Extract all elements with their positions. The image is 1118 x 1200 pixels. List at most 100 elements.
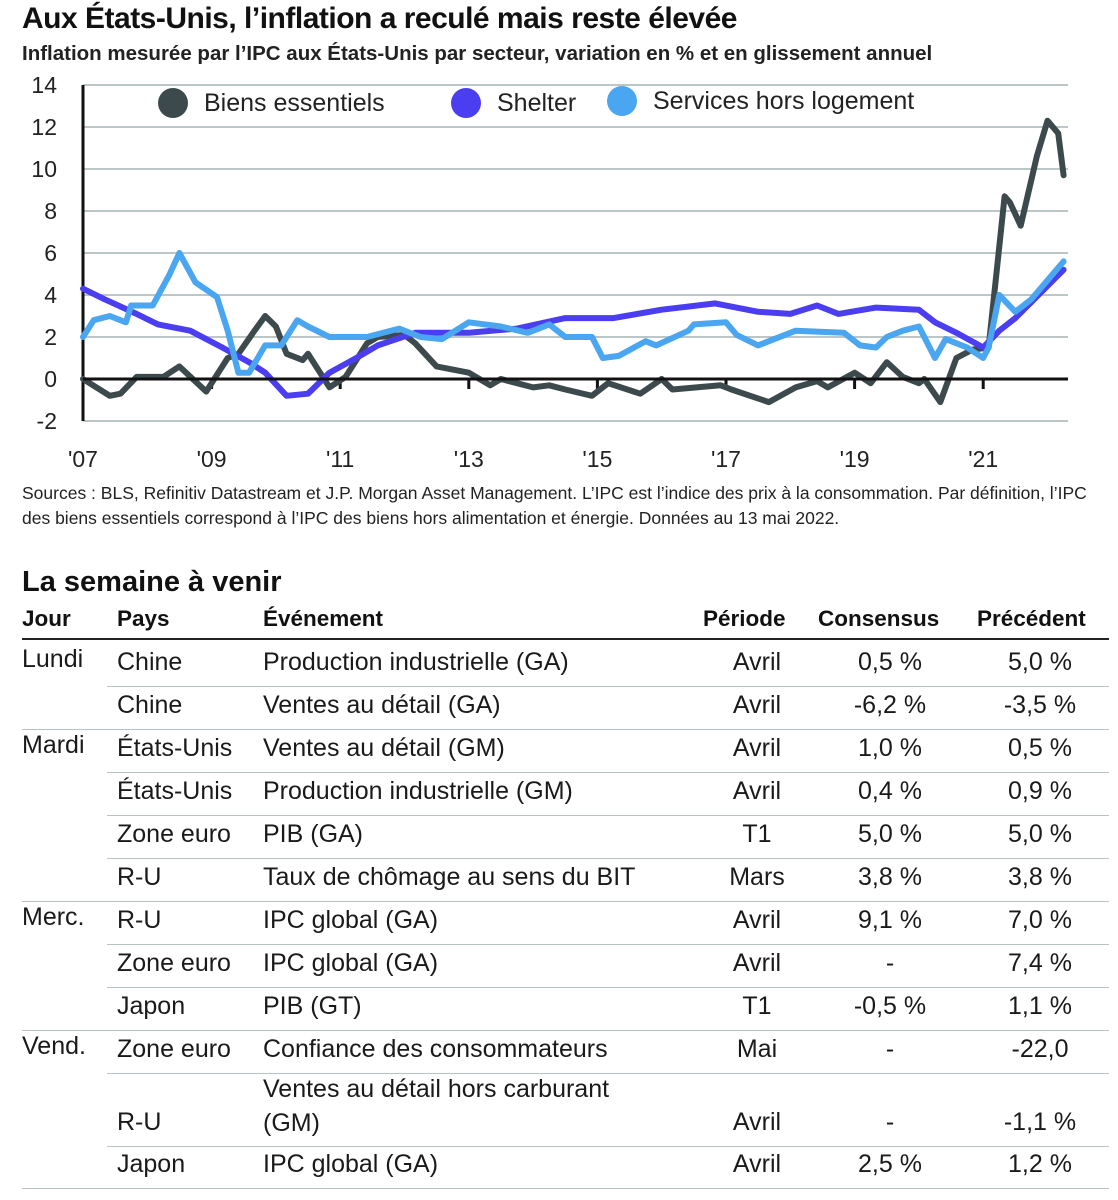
header-pays: Pays (117, 606, 170, 631)
y-tick-label: 6 (44, 240, 57, 266)
chart-title: Aux États-Unis, l’inflation a reculé mai… (22, 2, 737, 35)
x-tick-label: '11 (326, 446, 354, 472)
header-periode: Période (703, 606, 786, 631)
cell-consensus: 0,4 % (858, 777, 922, 805)
cell-consensus: 3,8 % (858, 863, 922, 891)
series-line-2 (80, 250, 1067, 376)
row-divider (107, 944, 1109, 945)
legend-item-biens-essentiels: Biens essentiels (158, 88, 385, 118)
cell-event: IPC global (GA) (263, 906, 439, 934)
row-divider (107, 1073, 1109, 1074)
cell-country: Chine (117, 648, 183, 676)
header-precedent: Précédent (977, 606, 1086, 631)
cell-previous: 7,4 % (1008, 949, 1072, 977)
x-tick-label: '21 (968, 446, 998, 472)
cell-event: Taux de chômage au sens du BIT (263, 863, 636, 891)
cell-previous: 5,0 % (1008, 820, 1072, 848)
legend-label: Biens essentiels (204, 88, 385, 117)
cell-day: Mardi (22, 731, 85, 759)
cell-previous: 5,0 % (1008, 648, 1072, 676)
cell-event: Confiance des consommateurs (263, 1035, 608, 1063)
x-tick-label: '17 (711, 446, 741, 472)
cell-consensus: 1,0 % (858, 734, 922, 762)
row-divider (107, 815, 1109, 816)
cell-consensus: 0,5 % (858, 648, 922, 676)
cell-country: Zone euro (117, 820, 231, 848)
cell-period: Avril (732, 1108, 782, 1136)
cell-day: Merc. (22, 903, 85, 931)
legend-label: Shelter (497, 88, 577, 117)
x-tick-label: '19 (840, 446, 870, 472)
y-tick-label: 0 (44, 366, 57, 392)
x-tick-label: '15 (582, 446, 612, 472)
cell-country: R-U (117, 1108, 162, 1136)
cell-event: (GM) (263, 1109, 320, 1137)
cell-consensus: - (885, 949, 895, 977)
x-tick-label: '07 (68, 446, 98, 472)
cell-country: Chine (117, 691, 183, 719)
cell-event: IPC global (GA) (263, 1150, 439, 1178)
cell-period: Avril (732, 734, 782, 762)
cell-period: Avril (732, 648, 782, 676)
row-divider (107, 858, 1109, 859)
cell-country: R-U (117, 906, 162, 934)
cell-country: Zone euro (117, 1035, 231, 1063)
row-divider (22, 729, 1109, 730)
cell-country: États-Unis (117, 734, 233, 762)
cell-period: Avril (732, 777, 782, 805)
legend-swatch-icon (451, 88, 481, 118)
series-line-1 (80, 266, 1067, 399)
cell-event: Ventes au détail (GM) (263, 734, 505, 762)
cell-consensus: 9,1 % (858, 906, 922, 934)
cell-period: Avril (732, 949, 782, 977)
legend-item-services: Services hors logement (607, 86, 914, 116)
legend-label: Services hors logement (653, 86, 915, 115)
cell-day: Lundi (22, 645, 84, 673)
legend-swatch-icon (607, 86, 637, 116)
y-tick-label: 4 (44, 282, 57, 308)
row-divider (107, 1146, 1109, 1147)
cell-period: Avril (732, 906, 782, 934)
cell-event: PIB (GT) (263, 992, 362, 1020)
y-tick-label: 2 (44, 324, 57, 350)
cell-consensus: - (885, 1108, 895, 1136)
cell-country: États-Unis (117, 777, 233, 805)
header-jour: Jour (22, 606, 71, 631)
cell-period: Avril (732, 1150, 782, 1178)
cell-country: R-U (117, 863, 162, 891)
cell-event: PIB (GA) (263, 820, 364, 848)
row-divider (107, 987, 1109, 988)
cell-event: IPC global (GA) (263, 949, 439, 977)
cell-country: Zone euro (117, 949, 231, 977)
legend-item-shelter: Shelter (451, 88, 576, 118)
cell-day: Vend. (22, 1032, 86, 1060)
x-tick-label: '09 (197, 446, 227, 472)
cell-consensus: - (885, 1035, 895, 1063)
cell-previous: 3,8 % (1008, 863, 1072, 891)
cell-previous: 0,5 % (1008, 734, 1072, 762)
x-tick-label: '13 (454, 446, 484, 472)
y-tick-label: 14 (31, 72, 57, 98)
cell-previous: -3,5 % (1003, 691, 1077, 719)
header-consensus: Consensus (818, 606, 940, 631)
legend-swatch-icon (158, 88, 188, 118)
cell-previous: 1,1 % (1008, 992, 1072, 1020)
cell-consensus: -6,2 % (853, 691, 927, 719)
cell-consensus: 5,0 % (858, 820, 922, 848)
cell-period: T1 (742, 992, 772, 1020)
cell-period: Avril (732, 691, 782, 719)
y-tick-label: -2 (37, 408, 57, 434)
cell-country: Japon (117, 992, 186, 1020)
row-divider (22, 1030, 1109, 1031)
cell-previous: 0,9 % (1008, 777, 1072, 805)
y-tick-label: 10 (31, 156, 57, 182)
sources-note: Sources : BLS, Refinitiv Datastream et J… (22, 483, 1087, 528)
cell-previous: -1,1 % (1003, 1108, 1077, 1136)
cell-period: Mai (736, 1035, 778, 1063)
cell-event: Production industrielle (GA) (263, 648, 569, 676)
cell-previous: 7,0 % (1008, 906, 1072, 934)
cell-previous: 1,2 % (1008, 1150, 1072, 1178)
row-divider (107, 772, 1109, 773)
cell-event: Production industrielle (GM) (263, 777, 573, 805)
